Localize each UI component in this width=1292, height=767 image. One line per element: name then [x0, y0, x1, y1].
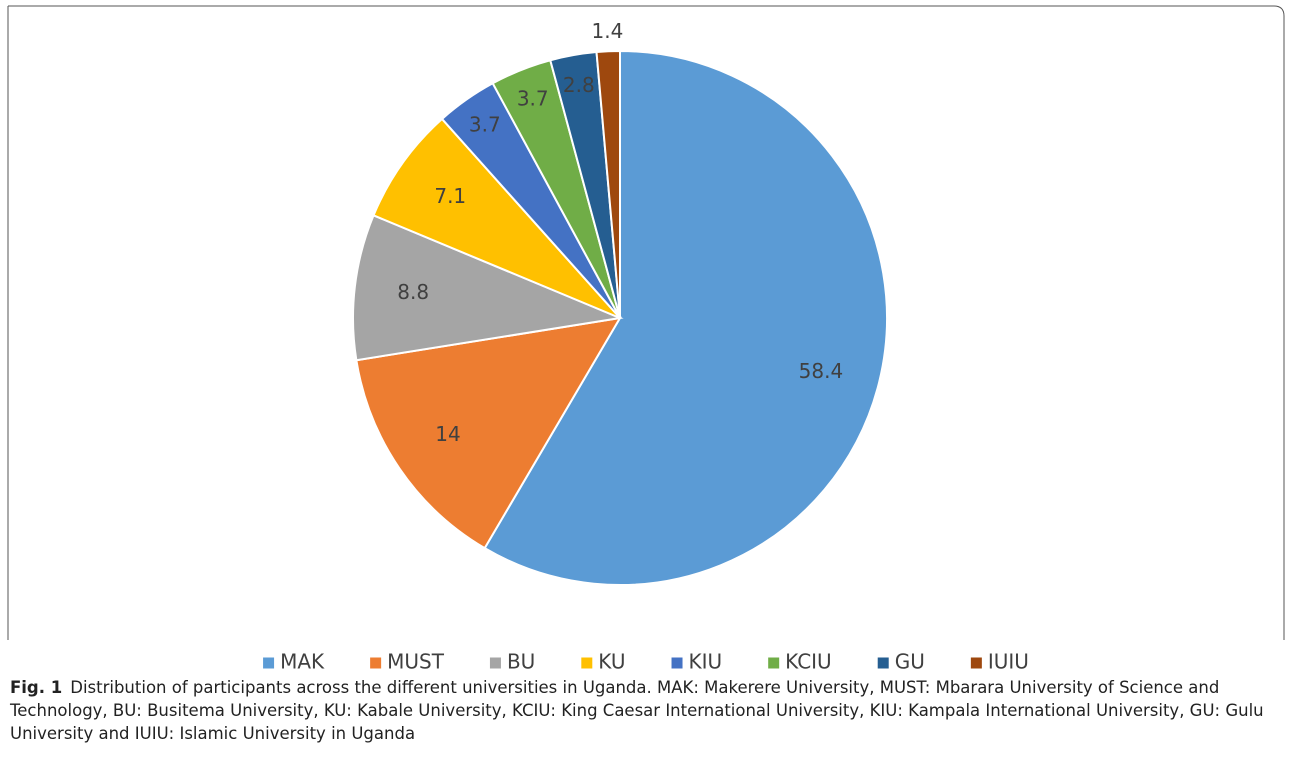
data-label: 58.4: [799, 359, 844, 383]
legend-label: BU: [507, 650, 535, 674]
data-label: 7.1: [434, 184, 466, 208]
legend-swatch: [671, 657, 683, 669]
legend-swatch: [970, 657, 982, 669]
legend-label: GU: [895, 650, 925, 674]
legend-swatch: [263, 657, 275, 669]
caption-text: Distribution of participants across the …: [10, 678, 1264, 743]
legend-swatch: [370, 657, 382, 669]
pie-slice: [595, 49, 621, 319]
pie-slice: [372, 117, 621, 319]
chart-frame: [8, 5, 1285, 640]
legend-swatch: [489, 657, 501, 669]
legend-label: KU: [598, 650, 625, 674]
data-label: 1.4: [592, 19, 624, 43]
legend-swatch: [768, 657, 780, 669]
caption-label: Fig. 1: [10, 678, 63, 697]
data-label: 2.8: [563, 73, 595, 97]
pie-slice: [352, 214, 624, 362]
legend-label: IUIU: [988, 650, 1029, 674]
data-label: 3.7: [469, 112, 501, 136]
legend-swatch: [877, 657, 889, 669]
chart: 58.4 14 8.8 7.1 3.7 3.7 2.8 1.4 MAK MUST BU KU KIU KC…: [7, 5, 1285, 674]
legend-label: MUST: [387, 650, 445, 674]
pie-slice: [483, 49, 888, 586]
caption: Fig. 1 Distribution of participants acros…: [10, 676, 1275, 745]
pie-slice: [355, 316, 622, 550]
legend-label: KIU: [689, 650, 723, 674]
legend-swatch: [581, 657, 593, 669]
data-label: 3.7: [517, 86, 549, 110]
legend-label: MAK: [280, 650, 325, 674]
legend-label: KCIU: [785, 650, 832, 674]
data-label: 8.8: [397, 280, 429, 304]
data-label: 14: [435, 422, 460, 446]
